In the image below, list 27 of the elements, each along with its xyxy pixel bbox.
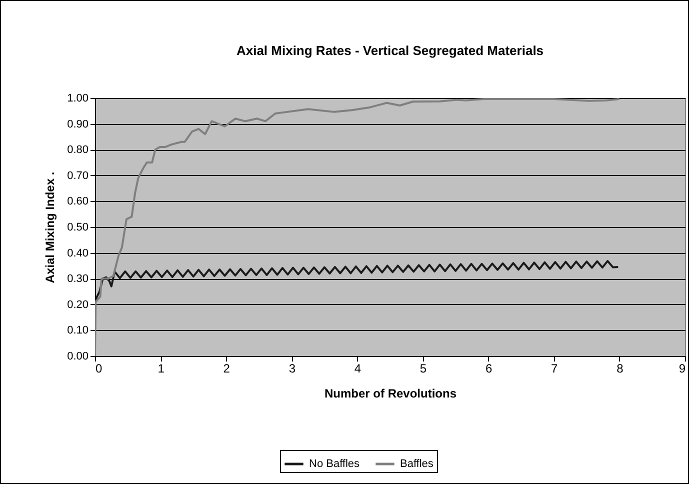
x-tick-label: 8 xyxy=(616,362,624,376)
y-tick-label: 0.60 xyxy=(67,196,88,208)
y-tick-label: 0.00 xyxy=(67,350,88,362)
x-tick-label: 4 xyxy=(354,362,362,376)
x-tick-label: 2 xyxy=(223,362,230,376)
y-axis-title: Axial Mixing Index . xyxy=(43,172,58,284)
x-tick-label: 3 xyxy=(288,362,296,376)
line-series xyxy=(95,260,620,303)
y-tick-label: 1.00 xyxy=(67,92,88,104)
y-tick-label: 0.50 xyxy=(67,222,88,234)
x-tick-label: 9 xyxy=(678,362,686,376)
y-tick-label: 0.40 xyxy=(67,247,88,260)
chart-title: Axial Mixing Rates - Vertical Segregated Materials xyxy=(236,43,544,58)
x-tick-label: 5 xyxy=(420,362,427,376)
legend-label: No Baffles xyxy=(309,458,360,470)
x-axis-title: Number of Revolutions xyxy=(324,386,457,400)
x-tick-label: 7 xyxy=(551,362,558,376)
y-tick-label: 0.20 xyxy=(67,298,88,311)
y-tick-label: 0.10 xyxy=(67,324,88,337)
x-tick-label: 6 xyxy=(485,362,492,376)
x-tick-label: 0 xyxy=(96,362,102,376)
legend-label: Baffles xyxy=(400,458,434,470)
y-tick-label: 0.70 xyxy=(67,170,88,182)
y-tick-label: 0.30 xyxy=(67,273,88,286)
y-tick-label: 0.80 xyxy=(67,144,88,156)
y-tick-label: 0.90 xyxy=(67,118,88,130)
x-tick-label: 1 xyxy=(158,362,165,376)
